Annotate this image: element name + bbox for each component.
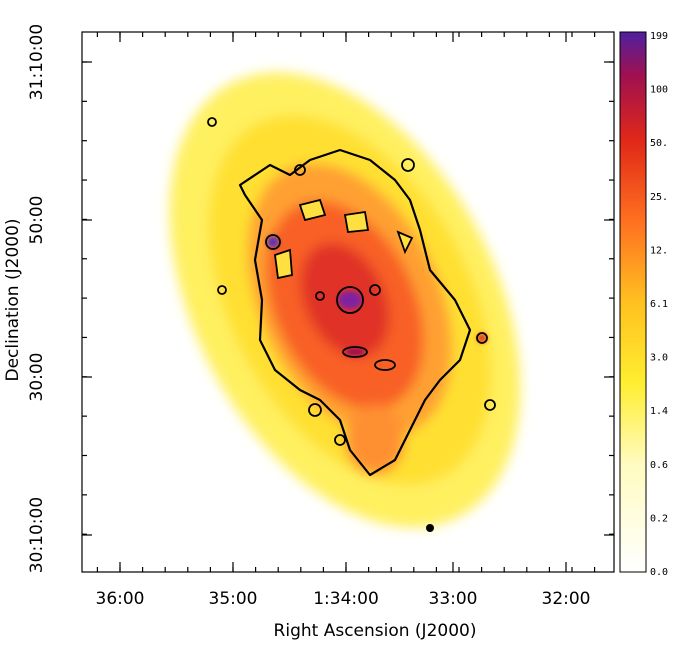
colorbar bbox=[619, 31, 647, 573]
galaxy-image bbox=[169, 72, 521, 532]
colorbar-label: 199 bbox=[650, 31, 668, 42]
y-tick-label: 31:10:00 bbox=[27, 24, 47, 100]
colorbar-label: 0.6 bbox=[650, 460, 668, 471]
x-tick-label: 36:00 bbox=[96, 589, 145, 609]
y-axis-label: Declination (J2000) bbox=[3, 218, 23, 381]
colorbar-label: 0.2 bbox=[650, 513, 668, 524]
colorbar-label: 12. bbox=[650, 245, 668, 256]
tick-marks bbox=[82, 32, 614, 572]
y-tick-label: 30:00 bbox=[27, 353, 47, 402]
colorbar-label: 0.0 bbox=[650, 567, 668, 578]
x-tick-label: 32:00 bbox=[542, 589, 591, 609]
x-tick-label: 35:00 bbox=[209, 589, 258, 609]
colorbar-label: 6.1 bbox=[650, 299, 668, 310]
x-tick-label: 33:00 bbox=[429, 589, 478, 609]
colorbar-label: 50. bbox=[650, 138, 668, 149]
x-axis-label: Right Ascension (J2000) bbox=[274, 621, 477, 641]
y-tick-label: 30:10:00 bbox=[27, 497, 47, 573]
colorbar-label: 100 bbox=[650, 85, 668, 96]
colorbar-label: 25. bbox=[650, 192, 668, 203]
colorbar-label: 1.4 bbox=[650, 406, 668, 417]
y-tick-label: 50:00 bbox=[27, 196, 47, 245]
x-tick-label: 1:34:00 bbox=[313, 589, 379, 609]
plot-frame bbox=[81, 31, 615, 573]
colorbar-label: 3.0 bbox=[650, 353, 668, 364]
